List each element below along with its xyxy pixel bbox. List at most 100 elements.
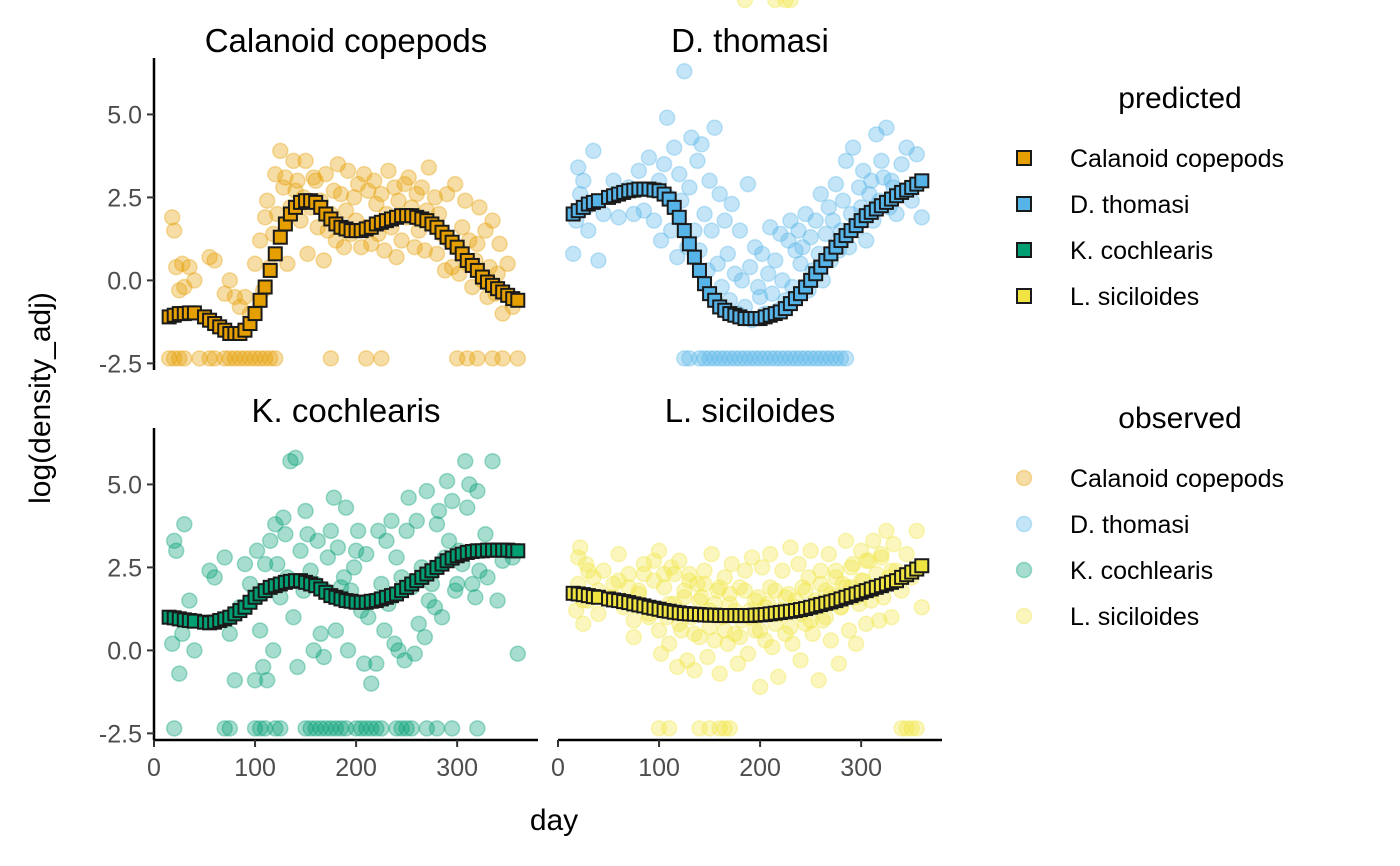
observed-point: [782, 539, 799, 556]
observed-point: [691, 350, 708, 367]
observed-point: [817, 225, 835, 243]
observed-point: [406, 238, 423, 256]
observed-point: [706, 632, 723, 649]
observed-point: [871, 612, 888, 629]
observed-point: [723, 195, 741, 213]
observed-point: [206, 252, 223, 269]
observed-point: [494, 350, 511, 367]
observed-point: [830, 655, 848, 672]
observed-point: [691, 628, 708, 646]
observed-point: [459, 499, 476, 516]
observed-point: [655, 155, 673, 173]
observed-point: [723, 555, 741, 573]
observed-point: [625, 612, 643, 629]
observed-point: [398, 720, 415, 737]
observed-point: [903, 720, 920, 737]
observed-point: [696, 562, 713, 579]
observed-point: [580, 562, 597, 579]
observed-point: [251, 720, 269, 737]
legend-key-circle: [1015, 607, 1033, 625]
observed-point: [739, 175, 757, 193]
observed-point: [305, 169, 322, 186]
observed-point: [355, 165, 373, 183]
legend-label: K. cochlearis: [1070, 557, 1213, 585]
observed-point: [345, 559, 363, 576]
observed-point: [761, 545, 779, 563]
strip-title: K. cochlearis: [252, 392, 441, 429]
observed-point: [898, 139, 915, 156]
observed-point: [446, 175, 464, 193]
observed-point: [703, 222, 720, 239]
observed-point: [660, 635, 678, 652]
observed-point: [400, 489, 417, 506]
observed-point: [731, 628, 749, 646]
observed-point: [660, 720, 678, 737]
panels-layer: Calanoid copepods -2.5 0.0 2.5 5.0 D. thomasi…: [99, 0, 942, 782]
observed-point: [216, 720, 233, 737]
observed-point: [668, 248, 686, 266]
observed-point: [408, 512, 425, 530]
observed-point: [167, 542, 185, 560]
observed-point: [400, 169, 417, 186]
observed-point: [494, 305, 511, 322]
observed-point: [721, 585, 739, 603]
observed-point: [610, 572, 627, 589]
observed-point: [580, 222, 597, 239]
observed-point: [282, 452, 299, 470]
predicted-point: [272, 229, 288, 245]
observed-point: [772, 350, 789, 367]
observed-point: [711, 579, 728, 596]
observed-point: [792, 350, 809, 367]
observed-point: [386, 179, 403, 196]
observed-point: [827, 569, 845, 586]
observed-point: [186, 272, 203, 289]
predicted-point: [671, 209, 687, 225]
observed-point: [842, 559, 860, 576]
observed-point: [315, 648, 333, 666]
observed-point: [857, 552, 875, 570]
observed-point: [908, 522, 925, 540]
observed-point: [272, 720, 289, 737]
observed-point: [610, 545, 627, 563]
observed-point: [913, 598, 931, 616]
observed-point: [676, 63, 693, 80]
observed-point: [312, 625, 329, 643]
observed-point: [844, 555, 862, 573]
observed-point: [345, 189, 363, 206]
observed-point: [706, 350, 723, 367]
observed-point: [794, 238, 811, 256]
observed-point: [590, 605, 607, 623]
observed-point: [438, 472, 456, 490]
observed-point: [201, 350, 218, 367]
observed-point: [792, 652, 809, 669]
observed-point: [246, 672, 264, 689]
observed-point: [711, 350, 728, 367]
observed-point: [289, 658, 306, 676]
predicted-point: [252, 292, 268, 308]
legend-key-circle: [1015, 515, 1033, 533]
observed-point: [635, 565, 653, 583]
observed-point: [885, 535, 902, 553]
observed-point: [256, 209, 274, 226]
observed-point: [736, 562, 754, 579]
observed-point: [701, 350, 718, 367]
observed-point: [578, 555, 595, 573]
y-tick-label: 2.5: [107, 554, 142, 582]
observed-point: [824, 212, 842, 229]
predicted-point: [686, 249, 702, 265]
observed-point: [368, 655, 385, 672]
observed-point: [430, 502, 448, 520]
observed-point: [469, 350, 486, 367]
observed-point: [418, 720, 436, 737]
observed-point: [349, 175, 367, 193]
legend-entry: Calanoid copepods: [1016, 145, 1284, 173]
observed-point: [469, 235, 486, 253]
legend-key-circle: [1015, 561, 1033, 579]
observed-point: [699, 648, 716, 666]
strip-title: D. thomasi: [671, 22, 829, 59]
observed-point: [368, 720, 385, 737]
observed-point: [359, 608, 377, 626]
observed-point: [812, 575, 829, 593]
observed-point: [716, 212, 733, 229]
observed-point: [706, 119, 723, 136]
